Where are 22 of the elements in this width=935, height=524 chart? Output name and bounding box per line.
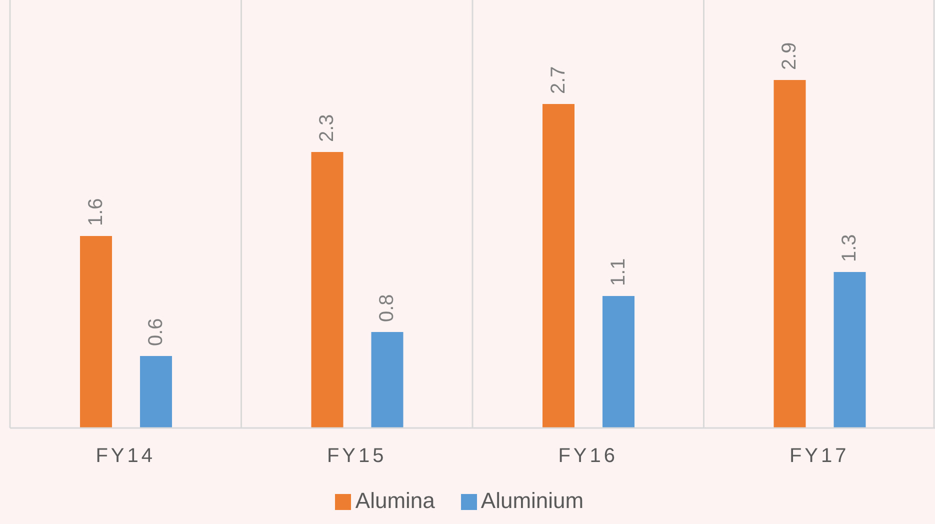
- x-tick-label: FY17: [789, 445, 850, 468]
- legend-label: Alumina: [355, 488, 435, 513]
- data-label: 2.7: [548, 66, 570, 94]
- data-label: 1.6: [85, 198, 107, 226]
- legend-label: Aluminium: [480, 488, 584, 513]
- data-label: 0.6: [145, 318, 167, 346]
- bar: [311, 152, 344, 428]
- bar: [140, 356, 172, 428]
- data-label: 0.8: [376, 294, 398, 322]
- data-label: 1.3: [838, 234, 861, 262]
- bar: [774, 80, 806, 428]
- bar: [834, 272, 866, 428]
- x-tick-label: FY15: [326, 445, 387, 468]
- bar: [371, 332, 404, 428]
- data-label: 2.3: [316, 114, 338, 142]
- x-tick-label: FY14: [96, 445, 156, 468]
- data-label: 2.9: [778, 42, 801, 70]
- bar: [80, 236, 112, 428]
- data-label: 1.1: [608, 258, 630, 286]
- bar: [542, 104, 574, 428]
- x-tick-label: FY16: [558, 445, 618, 468]
- bar: [602, 296, 634, 428]
